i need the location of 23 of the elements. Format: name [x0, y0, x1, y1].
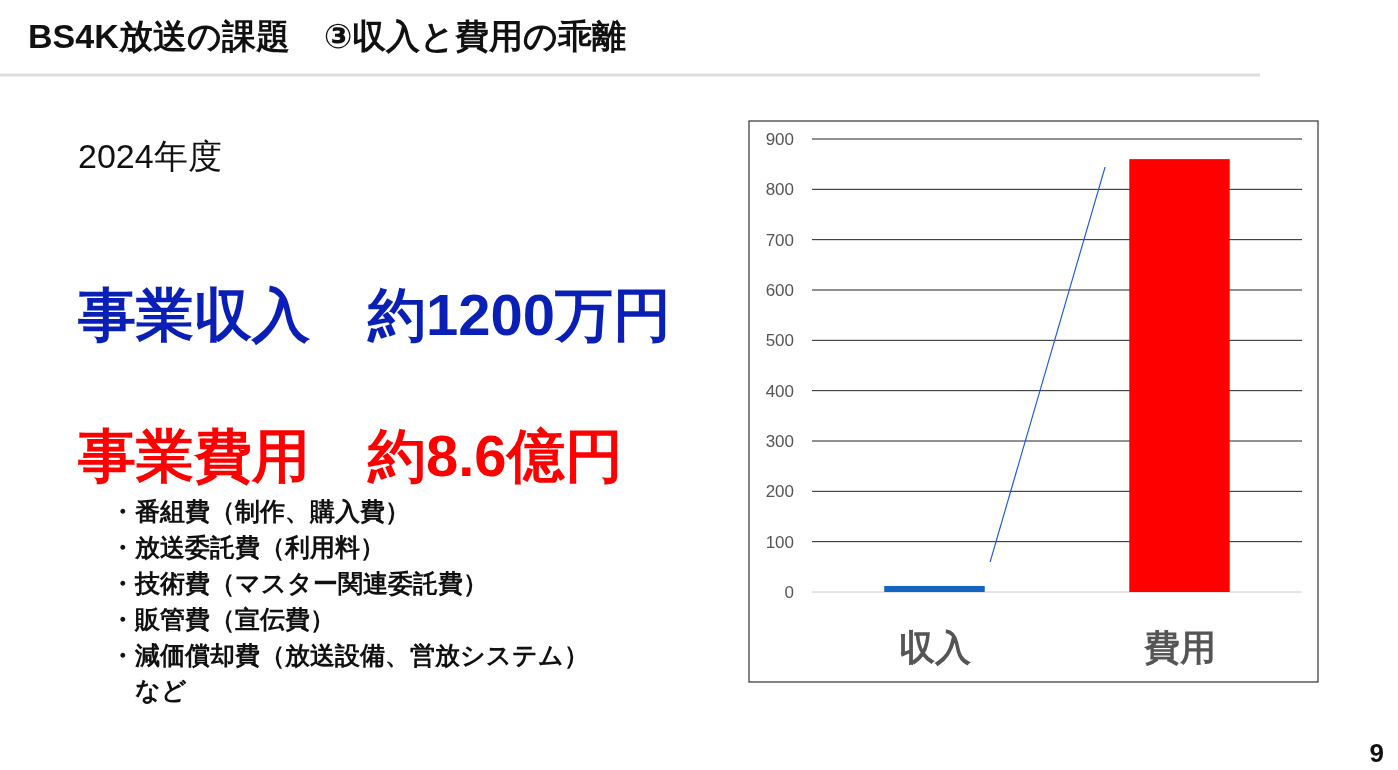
text: 事業費用 約8.6億円 [77, 423, 623, 488]
x-tick-label: 費用 [1142, 627, 1216, 668]
y-tick-label: 700 [765, 230, 794, 250]
y-tick-label: 400 [765, 381, 794, 401]
y-tick-label: 100 [765, 532, 794, 552]
text: ・番組費（制作、購入費） [110, 497, 410, 525]
y-tick-label: 200 [765, 482, 794, 502]
text: ・販管費（宣伝費） [110, 605, 335, 633]
text: ・技術費（マスター関連委託費） [110, 569, 488, 597]
y-tick-label: 800 [765, 180, 794, 200]
text: BS4K放送の課題 ③収入と費用の乖離 [28, 17, 627, 55]
text: 9 [1369, 738, 1384, 768]
text: 2024年度 [78, 137, 222, 175]
text: ・放送委託費（利用料） [110, 533, 385, 561]
y-tick-label: 300 [765, 432, 794, 451]
y-tick-label: 600 [765, 281, 794, 300]
text: など [110, 676, 187, 704]
y-tick-label: 900 [765, 130, 794, 149]
y-tick-label: 0 [784, 583, 794, 602]
x-tick-label: 収入 [898, 627, 972, 668]
text: 事業収入 約1200万円 [77, 282, 672, 347]
y-tick-label: 500 [765, 331, 794, 351]
text: ・減価償却費（放送設備、営放システム） [110, 641, 589, 669]
